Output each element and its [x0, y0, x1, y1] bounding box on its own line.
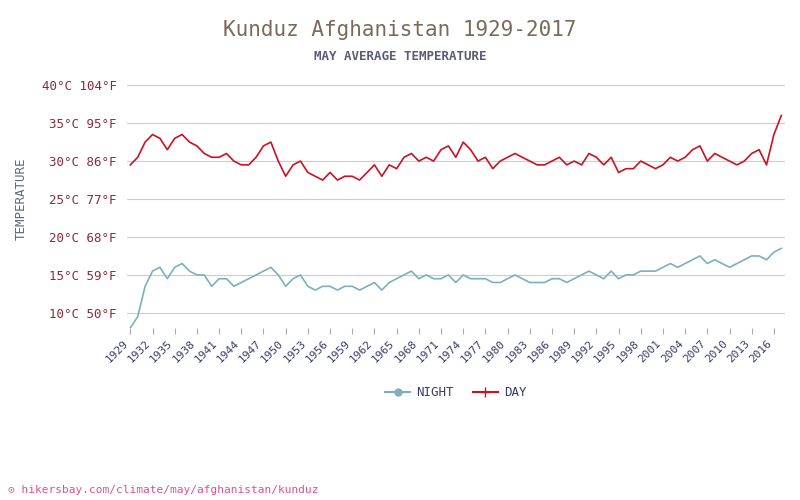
Text: Kunduz Afghanistan 1929-2017: Kunduz Afghanistan 1929-2017: [223, 20, 577, 40]
Text: ⊙ hikersbay.com/climate/may/afghanistan/kunduz: ⊙ hikersbay.com/climate/may/afghanistan/…: [8, 485, 318, 495]
Text: MAY AVERAGE TEMPERATURE: MAY AVERAGE TEMPERATURE: [314, 50, 486, 63]
Y-axis label: TEMPERATURE: TEMPERATURE: [15, 158, 28, 240]
Legend: NIGHT, DAY: NIGHT, DAY: [380, 382, 531, 404]
